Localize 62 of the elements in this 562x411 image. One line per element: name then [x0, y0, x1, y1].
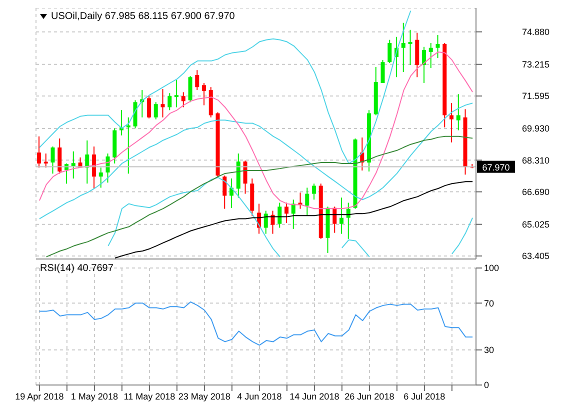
- y-tick-label: 69.930: [522, 124, 550, 134]
- y-tick-label: 0: [484, 380, 490, 390]
- candlestick: [428, 42, 433, 68]
- candlestick: [222, 175, 227, 210]
- candlestick: [305, 187, 310, 216]
- candlestick: [181, 92, 186, 108]
- candlestick: [312, 183, 316, 200]
- x-tick-label: 11 May 2018: [124, 391, 176, 402]
- y-tick-label: 71.595: [522, 91, 550, 102]
- candlestick: [50, 146, 55, 174]
- line-series: [38, 301, 474, 346]
- candlestick: [202, 82, 206, 106]
- candlestick: [243, 160, 248, 194]
- x-tick-label: 6 Jul 2018: [404, 391, 446, 402]
- chart-title: USOil,Daily 67.985 68.115 67.900 67.970: [51, 11, 235, 22]
- y-tick-label: 68.310: [522, 155, 550, 166]
- candlestick: [401, 22, 406, 73]
- y-tick-label: 100: [484, 263, 500, 274]
- x-tick-label: 23 May 2018: [178, 391, 230, 402]
- candlestick: [188, 75, 192, 103]
- ref-line-label: 67.970: [482, 162, 510, 172]
- x-tick-label: 4 Jun 2018: [237, 391, 282, 402]
- line-series: [46, 136, 474, 258]
- candlestick: [291, 199, 296, 230]
- candlestick: [168, 92, 172, 111]
- candlestick: [126, 116, 130, 174]
- y-tick-label: 70: [484, 298, 494, 308]
- candlestick: [71, 150, 76, 180]
- candlestick: [147, 94, 151, 119]
- x-tick-label: 1 May 2018: [70, 391, 118, 402]
- candlestick: [98, 167, 103, 188]
- line-series: [38, 10, 412, 164]
- candlestick: [44, 153, 48, 168]
- candlestick: [380, 59, 385, 84]
- candlestick: [160, 88, 165, 118]
- candlestick: [450, 102, 454, 143]
- x-tick-label: 14 Jun 2018: [290, 391, 340, 402]
- y-tick-label: 66.690: [522, 187, 550, 197]
- candlestick: [270, 210, 275, 234]
- candlestick: [174, 80, 178, 108]
- y-tick-label: 63.405: [522, 251, 550, 262]
- x-tick-label: 19 Apr 2018: [15, 391, 64, 402]
- y-tick-label: 30: [484, 345, 494, 356]
- candlestick: [264, 210, 268, 234]
- candlestick: [195, 70, 200, 91]
- y-tick-label: 73.215: [522, 60, 550, 70]
- candlestick: [388, 39, 392, 64]
- y-tick-label: 74.880: [522, 27, 550, 38]
- candlestick: [37, 136, 41, 168]
- candlestick: [92, 146, 96, 190]
- candlestick: [340, 197, 344, 234]
- candlestick: [422, 46, 426, 84]
- candlestick: [436, 34, 440, 59]
- y-tick-label: 65.025: [522, 220, 550, 230]
- candlestick: [278, 202, 282, 228]
- candlestick: [456, 94, 460, 131]
- candlestick: [284, 202, 288, 224]
- line-series: [38, 102, 474, 220]
- candlestick: [154, 102, 158, 120]
- candlestick: [408, 29, 412, 66]
- x-tick-label: 26 Jun 2018: [344, 391, 394, 402]
- chart-title: RSI(14) 40.7697: [40, 263, 114, 274]
